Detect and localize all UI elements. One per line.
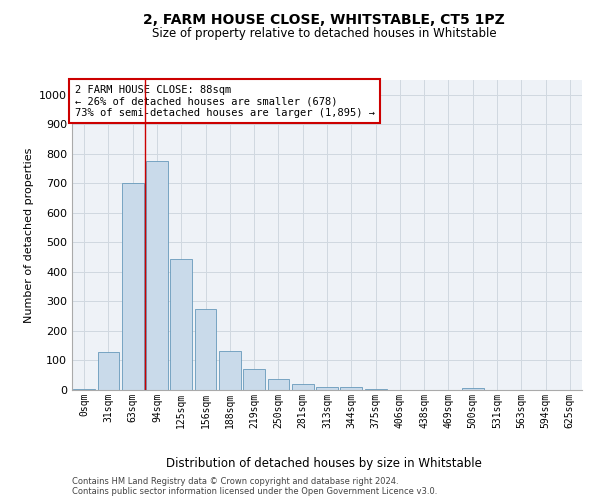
Bar <box>146 161 168 390</box>
Bar <box>170 259 192 390</box>
Text: Size of property relative to detached houses in Whitstable: Size of property relative to detached ho… <box>152 28 496 40</box>
Bar <box>194 309 217 390</box>
Bar <box>316 387 338 390</box>
Bar <box>268 379 289 390</box>
Bar <box>292 384 314 390</box>
Text: Contains public sector information licensed under the Open Government Licence v3: Contains public sector information licen… <box>72 488 437 496</box>
Bar <box>219 350 241 390</box>
Bar <box>340 387 362 390</box>
Text: Contains HM Land Registry data © Crown copyright and database right 2024.: Contains HM Land Registry data © Crown c… <box>72 478 398 486</box>
Bar <box>365 388 386 390</box>
Bar <box>243 370 265 390</box>
Bar <box>97 352 119 390</box>
Y-axis label: Number of detached properties: Number of detached properties <box>23 148 34 322</box>
Bar <box>462 388 484 390</box>
Bar <box>73 388 95 390</box>
Bar <box>122 184 143 390</box>
Text: 2, FARM HOUSE CLOSE, WHITSTABLE, CT5 1PZ: 2, FARM HOUSE CLOSE, WHITSTABLE, CT5 1PZ <box>143 12 505 26</box>
Text: Distribution of detached houses by size in Whitstable: Distribution of detached houses by size … <box>166 458 482 470</box>
Text: 2 FARM HOUSE CLOSE: 88sqm
← 26% of detached houses are smaller (678)
73% of semi: 2 FARM HOUSE CLOSE: 88sqm ← 26% of detac… <box>74 84 374 118</box>
